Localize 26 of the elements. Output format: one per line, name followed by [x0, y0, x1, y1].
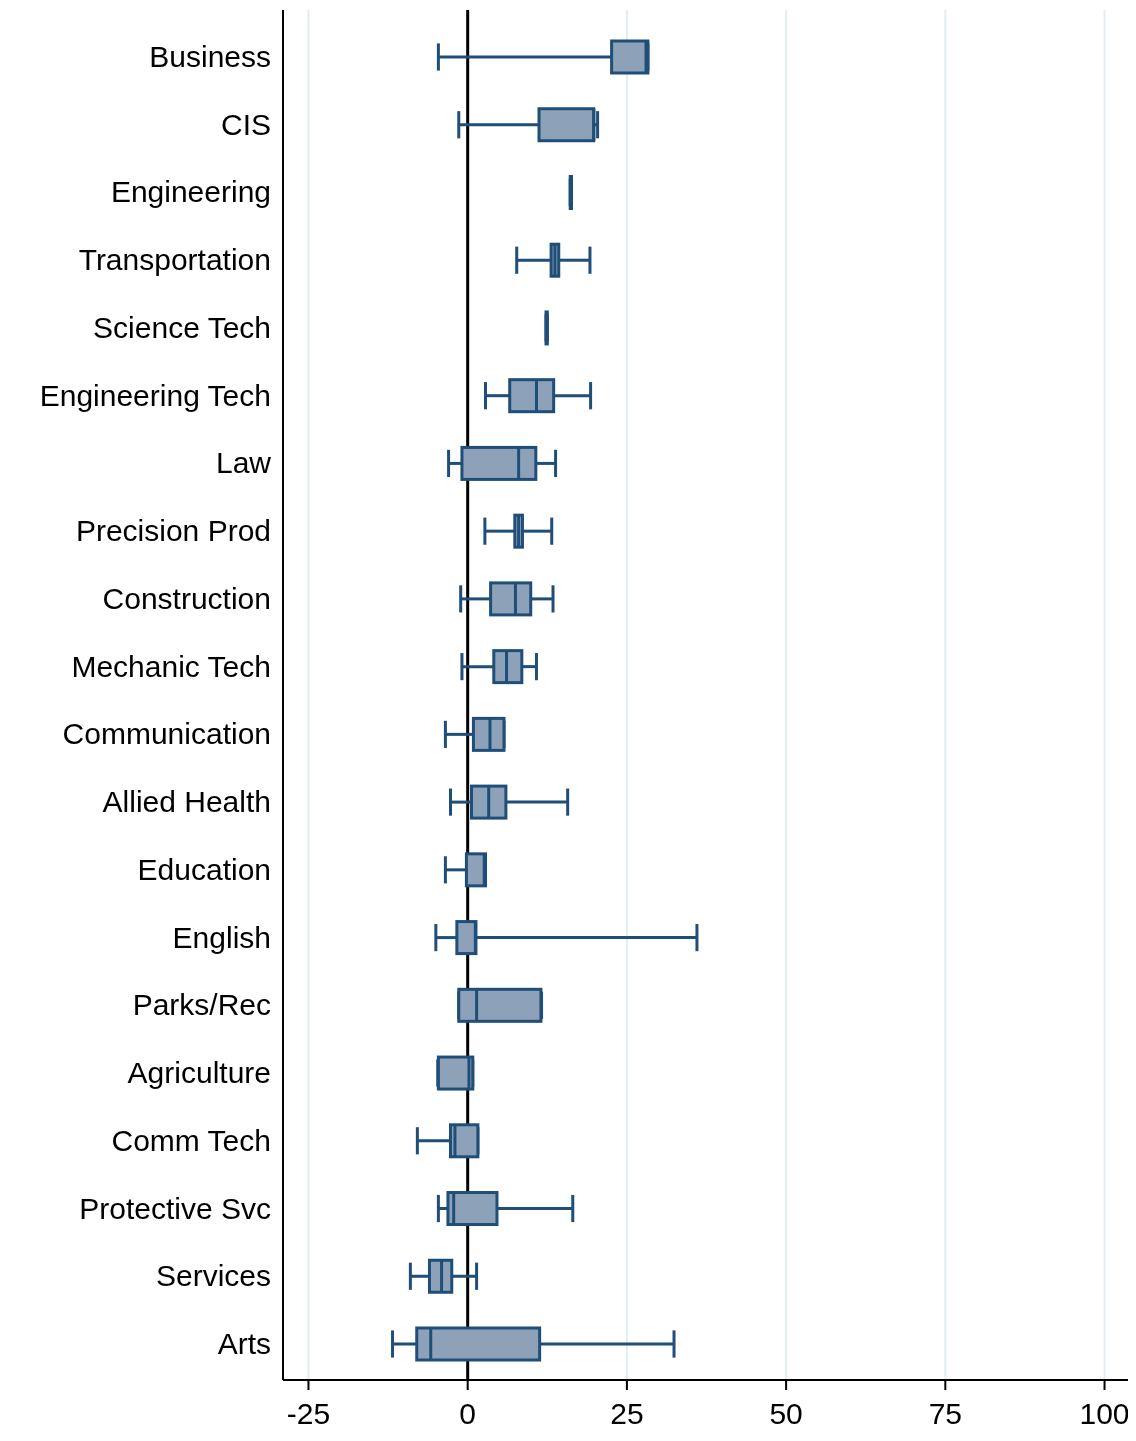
y-tick-label: Mechanic Tech	[71, 649, 271, 683]
y-tick-label: Protective Svc	[79, 1191, 271, 1225]
x-tick-label: 50	[769, 1397, 803, 1430]
x-tick-label: 25	[610, 1397, 644, 1430]
y-tick-label: Construction	[102, 581, 271, 615]
y-tick-label: Science Tech	[93, 310, 271, 344]
x-tick-label: 0	[459, 1397, 477, 1430]
y-tick-label: Transportation	[78, 243, 271, 277]
x-tick-label: 100	[1079, 1397, 1130, 1430]
x-tick-label: 75	[928, 1397, 962, 1430]
y-tick-label: Allied Health	[102, 785, 271, 819]
y-tick-label: Parks/Rec	[132, 988, 271, 1022]
y-tick-label: Agriculture	[127, 1056, 271, 1090]
y-tick-label: Precision Prod	[75, 514, 271, 548]
y-tick-label: Communication	[62, 717, 271, 751]
y-tick-label: CIS	[220, 107, 271, 141]
y-tick-label: Business	[149, 40, 271, 73]
y-tick-label: Services	[155, 1259, 271, 1293]
y-tick-label: Engineering	[110, 175, 271, 209]
y-tick-label: Arts	[217, 1327, 271, 1360]
y-tick-label: Comm Tech	[111, 1123, 271, 1157]
y-tick-label: Engineering Tech	[39, 378, 271, 412]
x-tick-label: -25	[286, 1397, 331, 1430]
y-tick-label: Education	[137, 852, 271, 886]
y-tick-label: Law	[215, 446, 272, 480]
y-tick-label: English	[172, 920, 271, 954]
